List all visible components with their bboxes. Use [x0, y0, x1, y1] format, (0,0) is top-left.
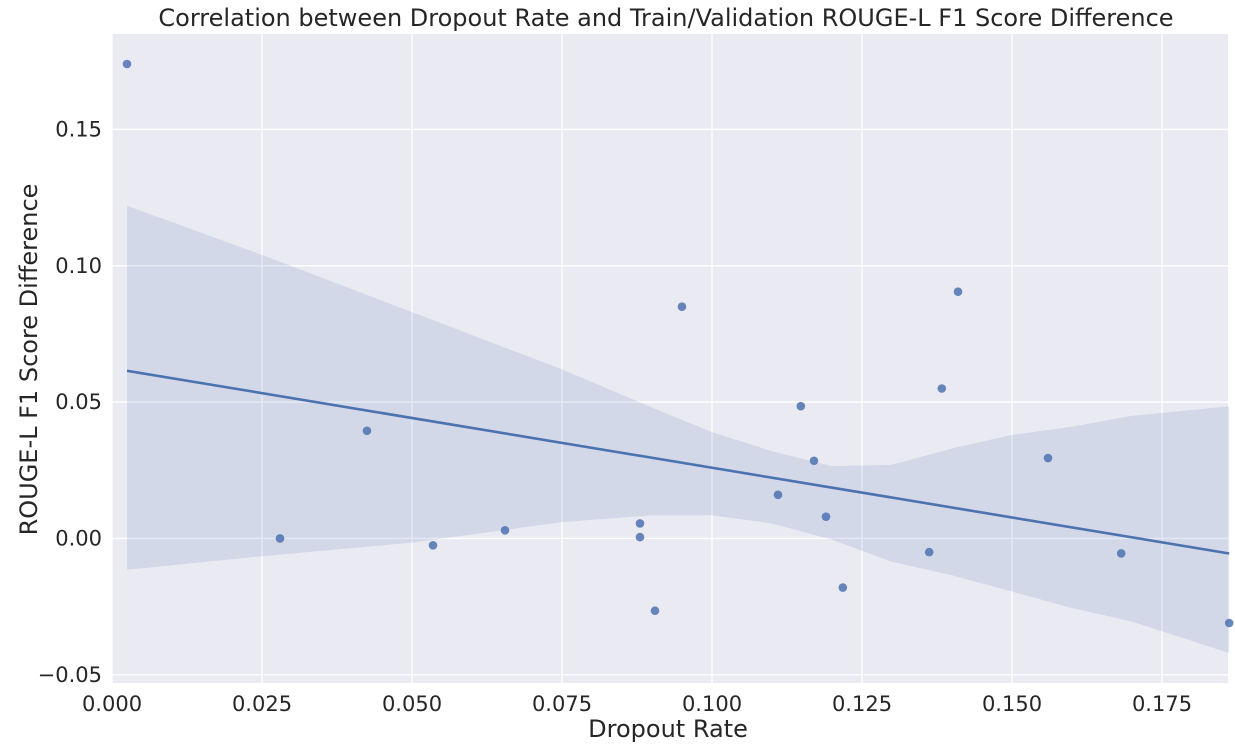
data-point	[500, 525, 510, 535]
y-axis-label: ROUGE-L F1 Score Difference	[15, 184, 43, 536]
data-point	[773, 490, 783, 500]
data-point	[1224, 618, 1234, 628]
data-point	[635, 532, 645, 542]
x-axis-label: Dropout Rate	[588, 715, 748, 743]
y-tick-label: −0.05	[38, 663, 102, 687]
data-point	[122, 59, 132, 69]
y-tick-labels: −0.05 0.00 0.05 0.10 0.15	[38, 117, 102, 686]
data-point	[677, 302, 687, 311]
chart-title: Correlation between Dropout Rate and Tra…	[158, 4, 1173, 32]
regression-line	[126, 369, 1230, 555]
data-points	[122, 59, 1234, 628]
data-point	[953, 287, 963, 296]
data-point	[924, 547, 934, 557]
data-point	[275, 534, 285, 543]
x-tick-label: 0.150	[982, 692, 1042, 716]
y-tick-label: 0.15	[55, 117, 102, 141]
data-point	[650, 606, 660, 616]
confidence-band-layer	[127, 205, 1230, 654]
data-point	[428, 540, 438, 550]
data-point	[1043, 453, 1053, 463]
data-point	[838, 583, 848, 592]
confidence-band	[127, 205, 1230, 654]
x-tick-label: 0.100	[682, 692, 742, 716]
y-tick-label: 0.10	[55, 254, 102, 278]
y-tick-label: 0.05	[55, 390, 102, 414]
x-tick-label: 0.075	[532, 692, 592, 716]
data-point	[1116, 549, 1126, 558]
x-tick-label: 0.175	[1132, 692, 1192, 716]
plot-background	[112, 34, 1228, 683]
data-point	[635, 519, 645, 528]
regression-line-layer	[126, 369, 1230, 555]
grid-lines	[111, 34, 1228, 683]
data-point	[821, 512, 831, 521]
x-tick-label: 0.050	[382, 692, 442, 716]
data-point	[362, 426, 372, 436]
data-point	[809, 456, 819, 466]
x-tick-label: 0.125	[832, 692, 892, 716]
x-tick-labels: 0.000 0.025 0.050 0.075 0.100 0.125 0.150 0.175	[82, 692, 1192, 716]
data-point	[796, 401, 806, 411]
x-tick-label: 0.025	[232, 692, 292, 716]
x-tick-label: 0.000	[82, 692, 142, 716]
y-tick-label: 0.00	[55, 526, 102, 550]
data-point	[937, 384, 947, 393]
